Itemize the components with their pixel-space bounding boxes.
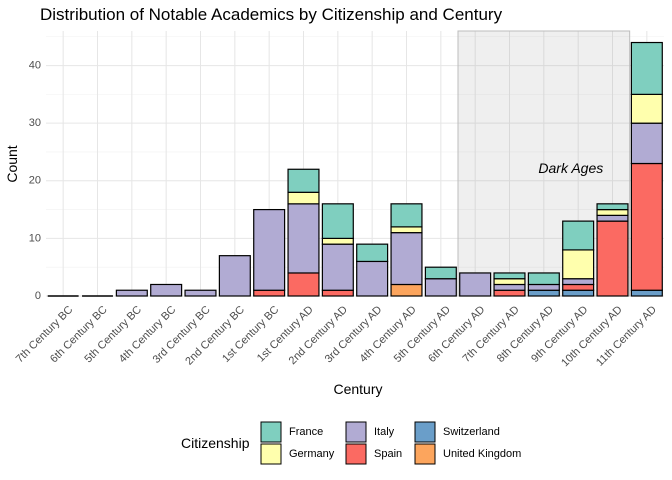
grid-layer — [46, 31, 664, 297]
bar-segment — [287, 203, 320, 274]
bar-segment — [493, 283, 526, 291]
legend-title: Citizenship — [181, 435, 250, 451]
bar-segment — [493, 278, 526, 286]
y-tick-label: 20 — [29, 175, 41, 187]
legend-swatch — [345, 443, 367, 465]
bar-segment — [596, 208, 629, 216]
bar-segment — [459, 272, 492, 297]
legend-swatch — [345, 421, 367, 443]
bar-segment — [630, 41, 663, 95]
bar-segment — [253, 289, 286, 297]
bar-segment — [150, 283, 183, 297]
bar-segment — [630, 122, 663, 165]
legend-label: Italy — [374, 426, 395, 438]
x-tick-label: 11th Century AD — [594, 304, 659, 369]
legend-swatch — [414, 421, 436, 443]
bar-segment — [424, 278, 457, 297]
bar-segment — [562, 283, 595, 291]
bar-segment — [287, 191, 320, 205]
legend: Citizenship France Germany Italy Spain Switz… — [181, 421, 521, 465]
x-axis-title: Century — [333, 381, 382, 397]
bar-segment — [115, 289, 148, 297]
legend-label: Spain — [374, 448, 402, 460]
y-tick-label: 40 — [29, 59, 41, 71]
bar-segment — [527, 289, 560, 297]
bar-segment — [562, 278, 595, 286]
x-tick-label: 2nd Century AD — [287, 304, 350, 367]
bar-segment — [390, 232, 423, 286]
legend-swatch — [260, 443, 282, 465]
bar-segment — [287, 272, 320, 297]
legend-swatch — [260, 421, 282, 443]
bar-segment — [596, 220, 629, 297]
bar-segment — [630, 162, 663, 291]
bar-segment — [321, 237, 354, 245]
bar-segment — [562, 249, 595, 280]
bar-segment — [321, 243, 354, 291]
bar-segment — [356, 260, 389, 297]
bar-segment — [493, 272, 526, 280]
y-tick-label: 0 — [35, 290, 41, 302]
bar-segment — [253, 208, 286, 291]
bar-segment — [493, 289, 526, 297]
bar-segment — [321, 203, 354, 239]
bar-segment — [424, 266, 457, 280]
legend-label: United Kingdom — [443, 448, 521, 460]
y-tick-label: 10 — [29, 232, 41, 244]
chart-title: Distribution of Notable Academics by Cit… — [40, 5, 503, 24]
bar-segment — [596, 214, 629, 222]
bars-layer — [47, 41, 663, 297]
x-tick-label: 2nd Century BC — [183, 304, 247, 368]
x-tick-label: 10th Century AD — [559, 304, 625, 370]
y-tick-label: 30 — [29, 117, 41, 129]
bar-segment — [562, 289, 595, 297]
dark-ages-label: Dark Ages — [538, 160, 603, 176]
bar-segment — [527, 283, 560, 291]
bar-segment — [630, 289, 663, 297]
bar-segment — [390, 226, 423, 234]
y-tick-labels: 0 10 20 30 40 — [29, 59, 41, 301]
bar-segment — [596, 203, 629, 211]
bar-segment — [184, 289, 217, 297]
y-axis-title: Count — [4, 145, 20, 182]
bar-segment — [218, 255, 251, 297]
bar-segment — [390, 283, 423, 297]
bar-segment — [562, 220, 595, 251]
x-tick-label: 7th Century BC — [14, 304, 76, 366]
bar-segment — [287, 168, 320, 193]
legend-swatch — [414, 443, 436, 465]
bar-segment — [527, 272, 560, 286]
bar-segment — [390, 203, 423, 228]
bar-segment — [630, 93, 663, 124]
bar-segment — [356, 243, 389, 263]
legend-label: France — [289, 426, 323, 438]
legend-label: Germany — [289, 448, 335, 460]
bar-segment — [321, 289, 354, 297]
legend-label: Switzerland — [443, 426, 500, 438]
